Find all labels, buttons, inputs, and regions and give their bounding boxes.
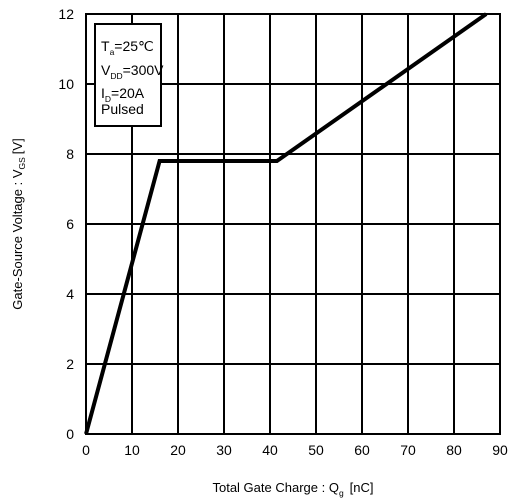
- x-tick-label: 60: [354, 442, 370, 458]
- x-tick-label: 30: [216, 442, 232, 458]
- x-axis-label: Total Gate Charge : Qg [nC]: [212, 480, 373, 498]
- y-tick-label: 2: [66, 356, 74, 372]
- x-tick-label: 10: [124, 442, 140, 458]
- annotation-pulsed: Pulsed: [101, 101, 144, 117]
- y-tick-label: 10: [58, 76, 74, 92]
- y-tick-label: 12: [58, 6, 74, 22]
- x-tick-label: 90: [492, 442, 508, 458]
- x-tick-label: 50: [308, 442, 324, 458]
- x-tick-label: 40: [262, 442, 278, 458]
- annotation-vdd: VDD=300V: [101, 62, 164, 81]
- plot-frame: [85, 13, 501, 435]
- conditions-box: Ta=25℃ VDD=300V ID=20A Pulsed: [94, 23, 164, 127]
- y-tick-label: 8: [66, 146, 74, 162]
- y-tick-label: 0: [66, 426, 74, 442]
- y-tick-label: 6: [66, 216, 74, 232]
- x-tick-label: 80: [446, 442, 462, 458]
- annotation-id: ID=20A: [101, 85, 145, 104]
- x-tick-label: 0: [82, 442, 90, 458]
- y-axis-label: Gate-Source Voltage : VGS[V]: [10, 138, 27, 309]
- x-tick-label: 70: [400, 442, 416, 458]
- tick-labels: 0 10 20 30 40 50 60 70 80 90 0 2 4 6 8 10 12: [58, 6, 508, 458]
- y-tick-label: 4: [66, 286, 74, 302]
- annotation-temperature: Ta=25℃: [101, 38, 154, 57]
- series-line: [84, 12, 488, 435]
- x-tick-label: 20: [170, 442, 186, 458]
